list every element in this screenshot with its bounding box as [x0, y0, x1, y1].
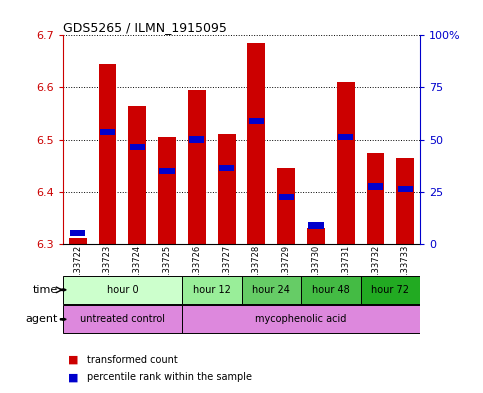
- Text: percentile rank within the sample: percentile rank within the sample: [87, 372, 252, 382]
- Bar: [301, 276, 361, 304]
- Text: agent: agent: [26, 314, 58, 324]
- Bar: [182, 276, 242, 304]
- Text: untreated control: untreated control: [80, 314, 165, 324]
- Bar: [398, 186, 413, 192]
- Bar: [279, 194, 294, 200]
- Text: hour 0: hour 0: [107, 285, 138, 295]
- Text: hour 24: hour 24: [252, 285, 290, 295]
- Bar: [249, 118, 264, 125]
- Bar: [129, 144, 145, 151]
- Bar: [368, 183, 383, 189]
- Text: hour 72: hour 72: [371, 285, 410, 295]
- Bar: [189, 136, 204, 143]
- Bar: [337, 82, 355, 244]
- Bar: [188, 90, 206, 244]
- Bar: [69, 239, 86, 244]
- Bar: [219, 165, 234, 171]
- Bar: [100, 129, 115, 135]
- Text: ■: ■: [68, 372, 78, 382]
- Bar: [367, 152, 384, 244]
- Text: time: time: [33, 285, 58, 295]
- Bar: [361, 276, 420, 304]
- Bar: [63, 276, 182, 304]
- Bar: [277, 168, 295, 244]
- Bar: [159, 168, 175, 174]
- Bar: [308, 222, 324, 229]
- Text: hour 48: hour 48: [312, 285, 350, 295]
- Text: mycophenolic acid: mycophenolic acid: [256, 314, 347, 324]
- Bar: [338, 134, 354, 140]
- Bar: [182, 305, 420, 333]
- Bar: [397, 158, 414, 244]
- Bar: [242, 276, 301, 304]
- Bar: [307, 228, 325, 244]
- Bar: [158, 137, 176, 244]
- Bar: [70, 230, 85, 236]
- Bar: [247, 43, 265, 244]
- Bar: [218, 134, 236, 244]
- Bar: [99, 64, 116, 244]
- Text: GDS5265 / ILMN_1915095: GDS5265 / ILMN_1915095: [63, 21, 227, 34]
- Text: transformed count: transformed count: [87, 354, 178, 365]
- Bar: [128, 106, 146, 244]
- Text: hour 12: hour 12: [193, 285, 231, 295]
- Bar: [63, 305, 182, 333]
- Text: ■: ■: [68, 354, 78, 365]
